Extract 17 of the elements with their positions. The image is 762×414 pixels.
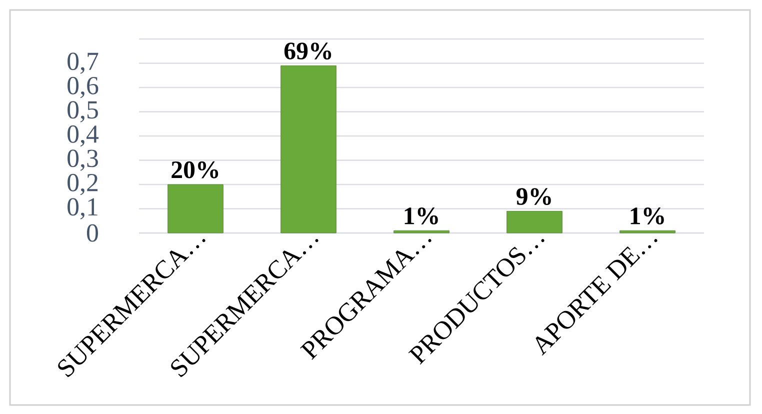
- data-label: 69%: [284, 42, 332, 60]
- y-tick-label: 0,3: [68, 150, 98, 171]
- y-tick-label: 0,4: [68, 125, 99, 147]
- y-tick-label: 0,5: [68, 101, 98, 122]
- bar: [506, 210, 562, 234]
- bar: [280, 65, 336, 234]
- bar: [168, 184, 224, 234]
- y-tick-label: 0,2: [68, 174, 98, 196]
- y-tick-label: 0,1: [68, 198, 98, 220]
- y-tick-label: 0,6: [68, 76, 98, 98]
- data-label: 1%: [630, 208, 664, 224]
- y-tick-label: 0,7: [68, 52, 98, 74]
- bar: [620, 230, 676, 234]
- bar: [394, 230, 450, 234]
- data-label: 1%: [404, 208, 438, 224]
- data-label: 20%: [172, 161, 218, 178]
- data-label: 9%: [516, 188, 551, 205]
